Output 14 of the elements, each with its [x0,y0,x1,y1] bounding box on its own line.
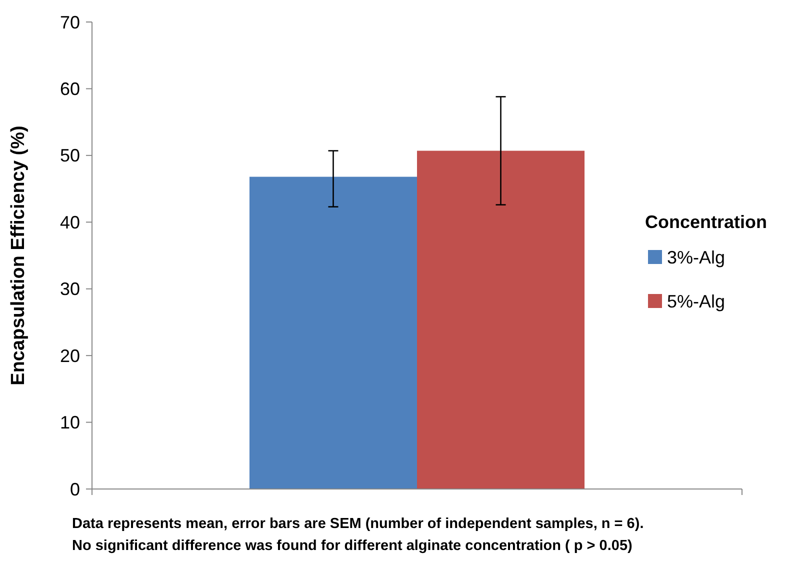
y-tick-label: 60 [60,79,80,100]
y-tick-label: 70 [60,12,80,32]
y-tick-label: 0 [70,479,80,500]
legend-title: Concentration [645,212,768,232]
y-tick-label: 40 [60,212,80,232]
y-tick-label: 30 [60,279,80,300]
y-tick-label: 20 [60,346,80,366]
text: No significant difference was found for different alginate concentration ( p > 0.05) [72,538,633,554]
legend-label: 3%-Alg [667,247,726,268]
text: Data represents mean, error bars are SEM (number of independent samples, n = 6). [72,516,644,532]
legend-label: 5%-Alg [667,291,726,312]
y-tick-label: 10 [60,412,80,433]
y-axis-title: Encapsulation Efficiency (%) [8,126,29,386]
y-tick-label: 50 [60,146,80,166]
